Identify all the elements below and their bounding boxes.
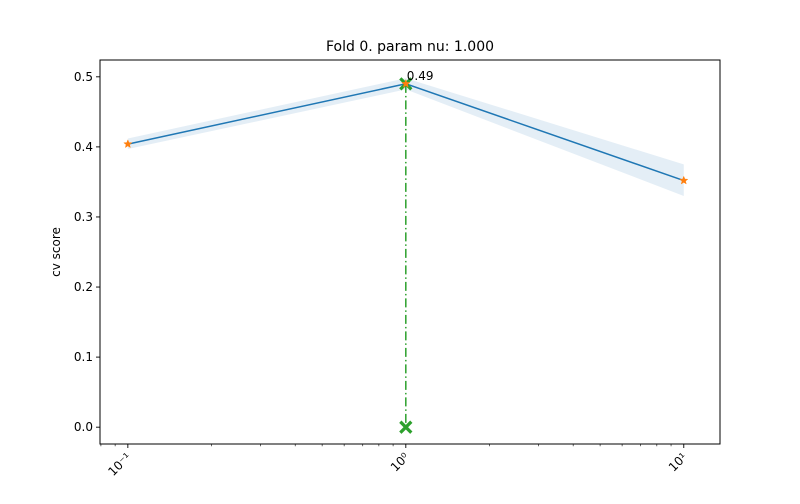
plot-frame: [99, 59, 721, 445]
best-value-label: 0.49: [407, 69, 434, 83]
y-axis-label: cv score: [49, 227, 63, 277]
data-point-star: [401, 78, 411, 88]
y-tick-label: 0.2: [74, 280, 93, 294]
y-tick-label: 0.3: [74, 210, 93, 224]
best-marker-bottom: [399, 420, 413, 434]
y-tick-label: 0.0: [74, 420, 93, 434]
y-tick-label: 0.1: [74, 350, 93, 364]
data-point-star: [679, 175, 689, 185]
series-band: [127, 78, 684, 196]
y-tick-label: 0.5: [74, 70, 93, 84]
y-tick-label: 0.4: [74, 140, 93, 154]
chart-title: Fold 0. param nu: 1.000: [326, 39, 494, 55]
data-point-star: [123, 139, 133, 149]
